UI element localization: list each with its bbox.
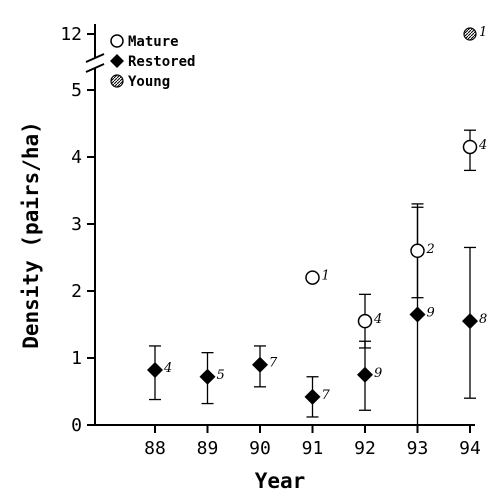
sample-size-label: 9 [427, 305, 435, 320]
x-axis-title: Year [255, 469, 306, 493]
sample-size-labels: 1 4 2 4 4 5 7 7 9 9 8 1 [163, 25, 487, 403]
y-tick-label: 0 [71, 415, 82, 436]
x-tick-label: 94 [459, 438, 481, 459]
sample-size-label: 8 [479, 312, 487, 327]
mature-marker [305, 270, 320, 285]
restored-marker [357, 366, 373, 383]
mature-marker [462, 139, 478, 155]
sample-size-label: 7 [269, 356, 278, 371]
sample-size-label: 7 [322, 388, 331, 403]
sample-size-label: 4 [163, 361, 172, 376]
sample-size-label: 1 [322, 269, 330, 284]
legend-restored-marker [110, 54, 124, 68]
data-points [147, 27, 478, 405]
restored-marker [252, 356, 268, 373]
restored-marker [462, 313, 478, 330]
y-tick-label: 12 [60, 24, 82, 45]
y-axis-title: Density (pairs/ha) [19, 121, 43, 349]
sample-size-label: 4 [478, 138, 487, 153]
y-axis-break-mark-1 [85, 63, 105, 73]
sample-size-label: 4 [373, 312, 382, 327]
mature-marker [410, 243, 425, 259]
legend-label: Young [128, 74, 170, 90]
legend-label: Mature [128, 34, 179, 50]
restored-marker [304, 388, 321, 405]
mature-marker [357, 313, 373, 329]
sample-size-label: 1 [479, 25, 487, 40]
y-tick-label: 4 [71, 147, 82, 168]
y-tick-label: 5 [71, 80, 82, 101]
restored-marker [147, 362, 163, 379]
legend-young-marker [110, 74, 124, 88]
sample-size-label: 5 [217, 368, 225, 383]
y-tick-label: 1 [71, 348, 82, 369]
x-tick-label: 89 [197, 438, 219, 459]
restored-marker [199, 368, 216, 385]
x-tick-label: 90 [249, 438, 271, 459]
x-tick-label: 88 [144, 438, 166, 459]
legend-label: Restored [128, 54, 195, 70]
y-tick-label: 3 [71, 214, 82, 235]
legend-mature-marker [110, 34, 124, 48]
young-marker [463, 27, 477, 41]
y-tick-label: 2 [71, 281, 82, 302]
sample-size-label: 2 [426, 242, 435, 257]
x-ticks: 88 89 90 91 92 93 94 [144, 425, 481, 459]
x-tick-label: 91 [302, 438, 324, 459]
x-tick-label: 92 [354, 438, 376, 459]
restored-marker [409, 306, 426, 323]
y-axis-break-mark-2 [85, 53, 105, 63]
x-tick-label: 93 [407, 438, 429, 459]
sample-size-label: 9 [374, 366, 382, 381]
legend: Mature Restored Young [110, 34, 195, 90]
